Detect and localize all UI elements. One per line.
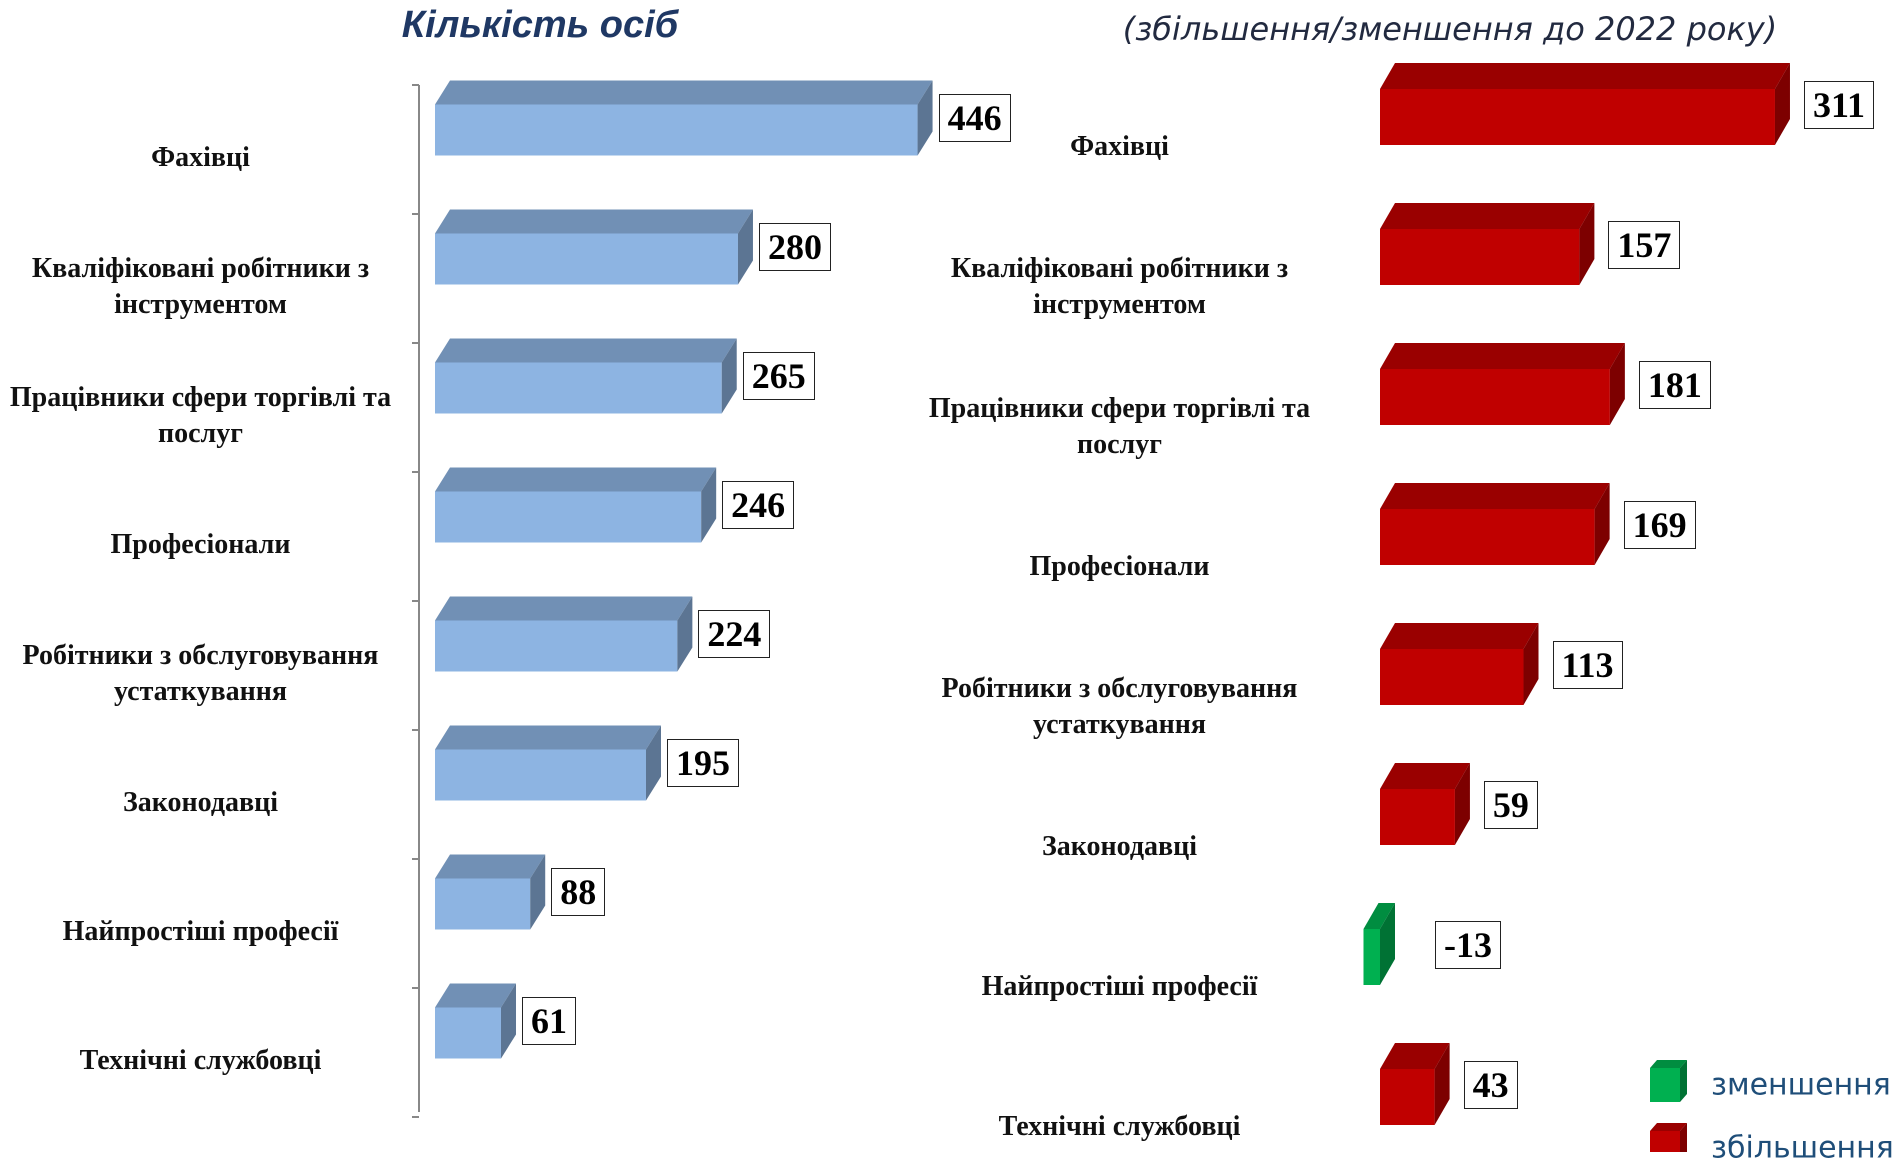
bar — [1380, 229, 1580, 285]
legend-swatch — [1650, 1060, 1687, 1068]
data-label: 224 — [698, 610, 771, 658]
bar-top — [1380, 63, 1790, 89]
bar-side — [1579, 203, 1595, 285]
bar — [1380, 369, 1610, 425]
bar-top — [1380, 763, 1470, 789]
data-label: 246 — [722, 481, 795, 529]
bar-top — [435, 725, 661, 750]
data-label: 311 — [1803, 81, 1874, 129]
category-label: Найпростіші професії — [62, 916, 339, 947]
category-label: Законодавці — [1041, 831, 1198, 862]
bar-top — [1380, 623, 1539, 649]
category-label: Кваліфіковані робітники з інструментом — [950, 253, 1289, 320]
bar-side — [1594, 483, 1610, 565]
data-label: 59 — [1483, 781, 1538, 829]
legend-swatch — [1680, 1060, 1687, 1102]
bar-side — [1380, 903, 1395, 985]
category-label: Робітники з обслуговування устаткування — [941, 673, 1298, 740]
category-label: Фахівці — [1070, 131, 1169, 162]
bar — [435, 104, 918, 156]
category-label: Робітники з обслуговування устаткування — [22, 640, 379, 707]
bar-side — [645, 725, 661, 801]
bar-top — [435, 209, 753, 234]
bar-side — [701, 467, 717, 543]
bar-side — [1774, 63, 1790, 145]
data-label: 61 — [522, 997, 576, 1045]
bar — [435, 620, 678, 672]
legend-swatch — [1650, 1123, 1687, 1131]
bar-top — [435, 983, 517, 1008]
data-label: -13 — [1435, 921, 1501, 969]
bar — [1380, 649, 1524, 705]
legend-swatch — [1650, 1131, 1680, 1152]
data-label: 113 — [1552, 641, 1623, 689]
bar-top — [1380, 343, 1625, 369]
bar — [1380, 1069, 1435, 1125]
category-label: Працівники сфери торгівлі та послуг — [9, 382, 392, 449]
legend-label: збільшення — [1711, 1130, 1894, 1166]
bar-top — [1363, 903, 1395, 929]
legend-swatch — [1650, 1068, 1680, 1102]
bar — [435, 233, 738, 285]
data-label: 181 — [1638, 361, 1711, 409]
category-label: Законодавці — [122, 787, 279, 818]
legend-label: зменшення — [1711, 1067, 1891, 1103]
category-label: Фахівці — [151, 142, 250, 173]
bar-top — [435, 854, 546, 879]
bar-side — [1609, 343, 1625, 425]
bar — [435, 491, 702, 543]
bar — [1380, 789, 1455, 845]
category-label: Працівники сфери торгівлі та послуг — [928, 393, 1311, 460]
bar — [435, 1007, 502, 1059]
category-label: Технічні службовці — [998, 1111, 1241, 1142]
category-label: Найпростіші професії — [981, 971, 1258, 1002]
bar-side — [1454, 763, 1470, 845]
category-label: Технічні службовці — [79, 1045, 322, 1076]
bar-side — [501, 983, 517, 1059]
category-label: Професіонали — [110, 529, 291, 560]
bar — [435, 878, 531, 930]
bar-side — [1434, 1043, 1450, 1125]
chart-title: (збільшення/зменшення до 2022 року) — [1122, 10, 1778, 48]
bar-side — [737, 209, 753, 285]
data-label: 43 — [1463, 1061, 1518, 1109]
legend-swatch — [1680, 1123, 1687, 1152]
category-label: Кваліфіковані робітники з інструментом — [31, 253, 370, 320]
bar-top — [1380, 1043, 1450, 1069]
bar-top — [435, 596, 693, 621]
bar-top — [435, 80, 933, 105]
bar-side — [677, 596, 693, 672]
bar-top — [435, 338, 737, 363]
data-label: 265 — [742, 352, 815, 400]
data-label: 169 — [1623, 501, 1696, 549]
bar-side — [721, 338, 737, 414]
bar — [435, 749, 646, 801]
chart-title: Кількість осіб — [401, 4, 679, 46]
bar — [435, 362, 722, 414]
bar-top — [1380, 483, 1610, 509]
bar — [1363, 929, 1380, 985]
data-label: 195 — [666, 739, 739, 787]
bar-top — [435, 467, 717, 492]
category-label: Професіонали — [1029, 551, 1210, 582]
data-label: 280 — [758, 223, 831, 271]
bar-top — [1380, 203, 1595, 229]
data-label: 88 — [551, 868, 606, 916]
bar — [1380, 89, 1775, 145]
bar-side — [1523, 623, 1539, 705]
data-label: 446 — [938, 94, 1011, 142]
bar — [1380, 509, 1595, 565]
bar-side — [530, 854, 546, 930]
bar-side — [917, 80, 933, 156]
data-label: 157 — [1608, 221, 1681, 269]
